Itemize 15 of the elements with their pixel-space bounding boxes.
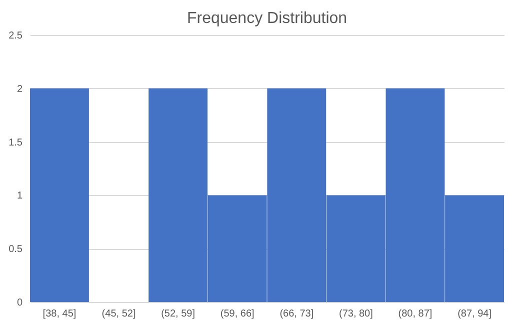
chart-title: Frequency Distribution (186, 10, 348, 27)
y-tick-label: 0 (16, 298, 23, 308)
x-tick-label: (59, 66] (220, 308, 255, 320)
y-tick-label: 2 (16, 84, 23, 95)
y-tick-label: 2.5 (8, 30, 23, 42)
x-tick-label: (73, 80] (338, 308, 374, 320)
y-tick-label: 1.5 (8, 137, 23, 148)
x-tick-label: (45, 52] (102, 308, 136, 320)
y-tick-label: 1 (16, 190, 23, 202)
x-tick-label: (66, 73] (280, 308, 314, 320)
x-tick-label: (52, 59] (161, 308, 196, 320)
y-tick-label: 0.5 (8, 244, 23, 256)
x-tick-label: (87, 94] (458, 308, 492, 320)
x-tick-label: (80, 87] (398, 308, 432, 320)
x-tick-label: [38, 45] (42, 308, 76, 320)
